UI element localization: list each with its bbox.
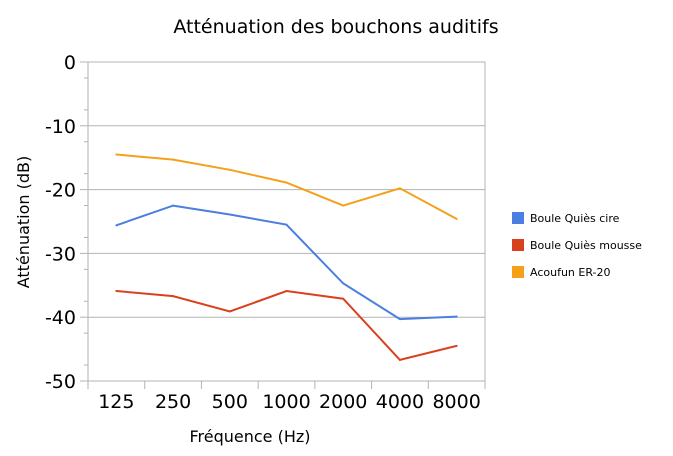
series-line-3 <box>116 153 458 220</box>
y-tick-label: -10 <box>45 116 76 138</box>
data-point <box>455 344 458 347</box>
data-point <box>455 217 458 220</box>
data-point <box>228 168 231 171</box>
data-point <box>228 310 231 313</box>
series-line-1 <box>116 204 457 321</box>
data-point <box>285 290 288 293</box>
data-point <box>398 358 401 361</box>
data-point <box>172 204 175 207</box>
legend-swatch <box>512 212 524 224</box>
data-point <box>342 297 345 300</box>
data-point <box>455 315 458 318</box>
x-tick-label: 250 <box>155 391 191 413</box>
grid-lines <box>88 61 485 382</box>
legend-label: Boule Quiès mousse <box>530 239 642 252</box>
legend-label: Boule Quiès cire <box>530 212 620 225</box>
chart-title: Atténuation des bouchons auditifs <box>173 16 498 38</box>
data-point <box>172 295 175 298</box>
data-point <box>342 204 345 207</box>
data-point <box>228 213 231 216</box>
series-lines <box>115 153 458 362</box>
x-tick-label: 8000 <box>432 391 480 413</box>
legend: Boule Quiès cire Boule Quiès mousse Acoufu… <box>512 212 642 279</box>
legend-swatch <box>512 239 524 251</box>
x-axis-ticks: 125 250 500 1000 2000 4000 8000 <box>87 381 486 413</box>
y-axis-ticks: 0 -10 -20 -30 -40 -50 <box>45 52 88 393</box>
data-point <box>172 158 175 161</box>
legend-label: Acoufun ER-20 <box>530 266 611 279</box>
data-point <box>115 153 118 156</box>
series-line-2 <box>116 289 457 362</box>
data-point <box>342 282 345 285</box>
data-point <box>398 318 401 321</box>
y-tick-label: -40 <box>45 307 76 329</box>
x-axis-label: Fréquence (Hz) <box>189 427 310 446</box>
y-axis-label: Atténuation (dB) <box>14 156 33 289</box>
x-tick-label: 125 <box>98 391 134 413</box>
x-tick-label: 2000 <box>319 391 367 413</box>
data-point <box>285 223 288 226</box>
y-tick-label: -50 <box>45 371 76 393</box>
data-point <box>115 290 118 293</box>
plot-area-border <box>87 61 486 382</box>
x-tick-label: 4000 <box>376 391 424 413</box>
legend-swatch <box>512 266 524 278</box>
y-tick-label: 0 <box>64 52 76 74</box>
y-tick-label: -30 <box>45 243 76 265</box>
x-tick-label: 1000 <box>262 391 310 413</box>
y-tick-label: -20 <box>45 180 76 202</box>
x-tick-label: 500 <box>212 391 248 413</box>
data-point <box>398 187 401 190</box>
data-point <box>285 181 288 184</box>
data-point <box>115 224 118 227</box>
